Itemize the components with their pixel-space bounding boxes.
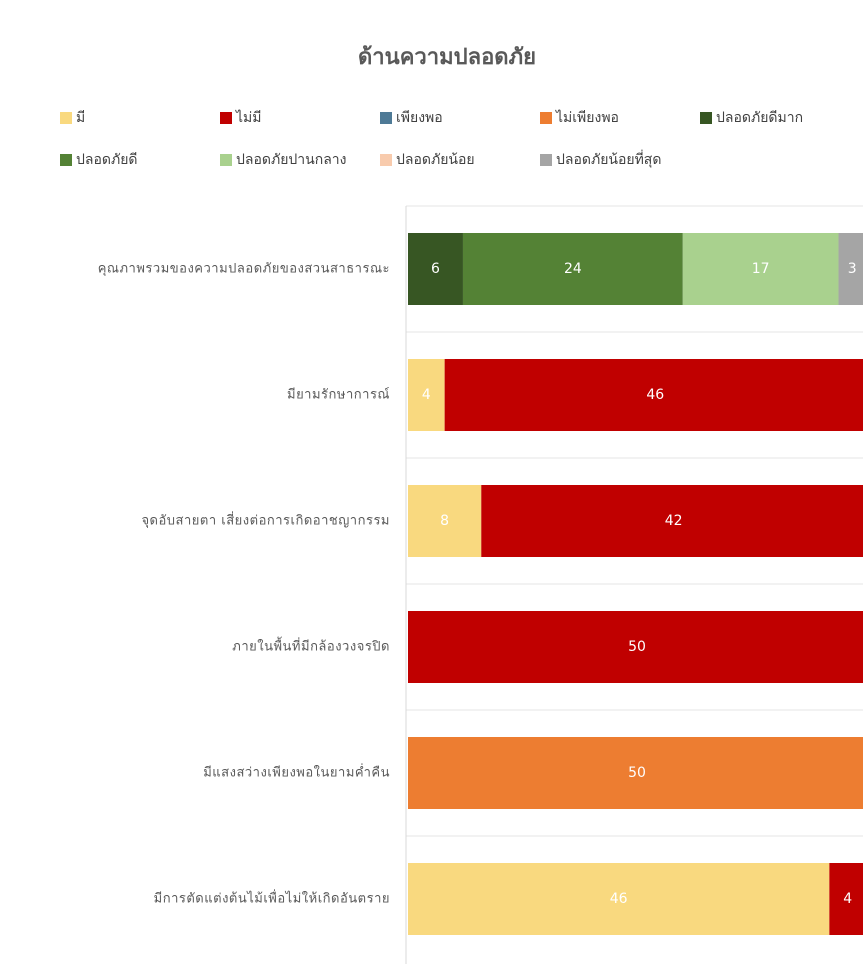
legend-label: ปลอดภัยน้อย	[396, 152, 475, 168]
data-label: 50	[628, 765, 646, 781]
category-label: คุณภาพรวมของความปลอดภัยของสวนสาธารณะ	[98, 262, 390, 277]
data-label: 42	[665, 513, 683, 529]
chart: ด้านความปลอดภัย มี ไม่มี เพียงพอ ไม่เพียงพอ…	[0, 0, 863, 964]
data-label: 8	[440, 513, 449, 529]
legend-label: เพียงพอ	[396, 110, 443, 126]
data-label: 3	[848, 261, 857, 277]
legend-label: ไม่เพียงพอ	[555, 109, 619, 126]
legend-swatch	[540, 154, 552, 166]
legend-swatch	[700, 112, 712, 124]
legend-swatch	[220, 112, 232, 124]
legend-swatch	[380, 154, 392, 166]
legend-swatch	[60, 112, 72, 124]
category-label: จุดอับสายตา เสี่ยงต่อการเกิดอาชญากรรม	[141, 512, 390, 529]
chart-title: ด้านความปลอดภัย	[358, 45, 536, 70]
data-label: 50	[628, 639, 646, 655]
legend-swatch	[540, 112, 552, 124]
data-label: 4	[843, 891, 852, 907]
data-label: 6	[431, 261, 440, 277]
legend-label: ปลอดภัยดีมาก	[716, 110, 803, 126]
legend-swatch	[380, 112, 392, 124]
legend-label: ปลอดภัยปานกลาง	[236, 152, 346, 168]
legend-label: ไม่มี	[235, 109, 262, 126]
data-label: 46	[610, 891, 628, 907]
category-label: ภายในพื้นที่มีกล้องวงจรปิด	[232, 637, 390, 655]
data-label: 4	[422, 387, 431, 403]
legend-swatch	[220, 154, 232, 166]
data-label: 46	[646, 387, 664, 403]
category-label: มียามรักษาการณ์	[287, 387, 390, 403]
category-label: มีแสงสว่างเพียงพอในยามค่ำคืน	[203, 764, 390, 781]
category-label: มีการตัดแต่งต้นไม้เพื่อไม่ให้เกิดอันตราย	[154, 890, 390, 907]
legend-label: ปลอดภัยน้อยที่สุด	[556, 150, 661, 168]
legend-label: มี	[76, 110, 85, 126]
data-label: 17	[752, 261, 770, 277]
data-label: 24	[564, 261, 582, 277]
legend-label: ปลอดภัยดี	[76, 152, 138, 168]
legend-swatch	[60, 154, 72, 166]
